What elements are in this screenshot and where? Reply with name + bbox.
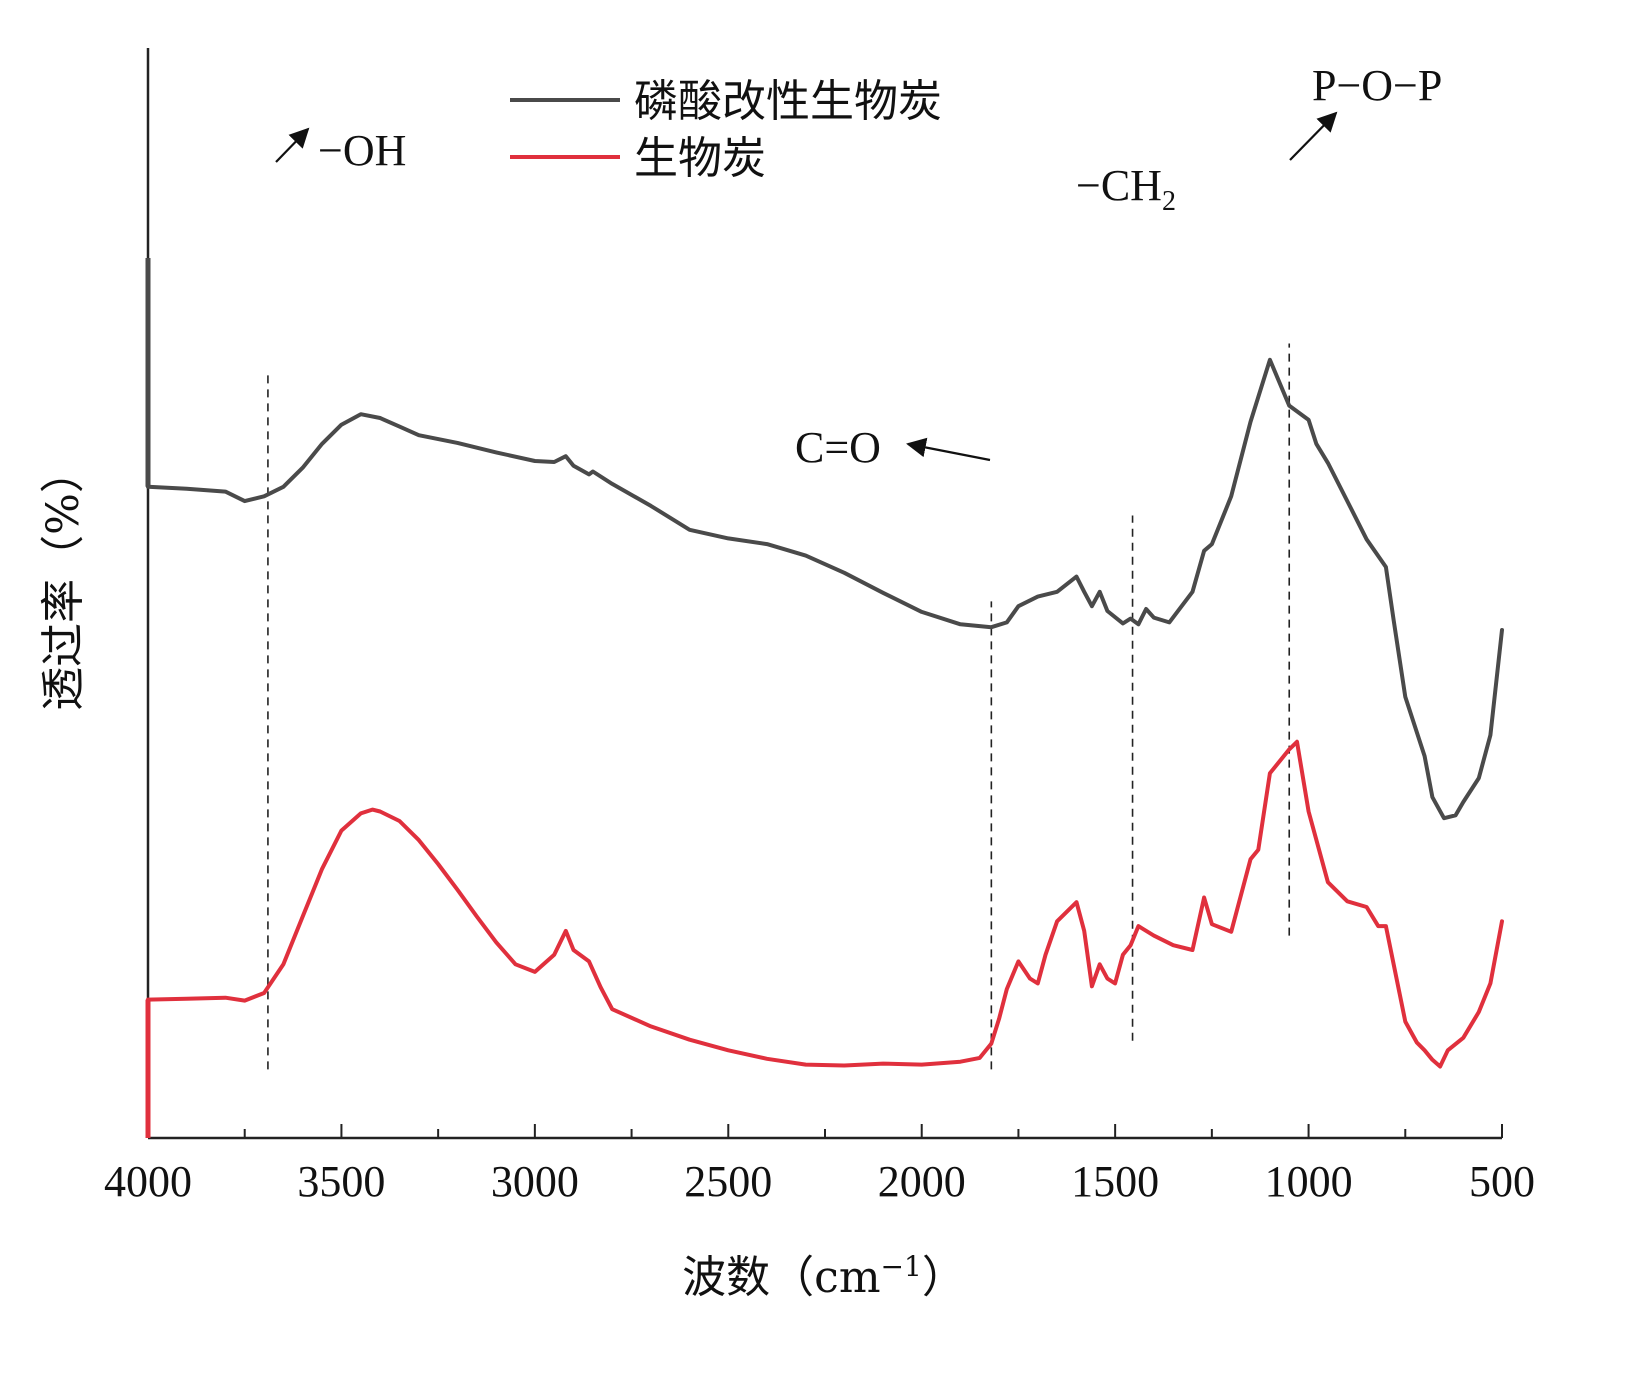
x-tick-label-2000: 2000: [878, 1157, 966, 1206]
ch2-label-subscript: 2: [1162, 186, 1176, 217]
annotations: −OH C=O −CH2 P−O−P: [275, 61, 1442, 472]
x-tick-label-1000: 1000: [1265, 1157, 1353, 1206]
x-axis-title-main: 波数（cm: [682, 1252, 880, 1303]
x-tick-label-3000: 3000: [491, 1157, 579, 1206]
co-arrow: [906, 437, 991, 462]
y-axis-title: 透过率（%）: [38, 449, 89, 711]
x-tick-label-1500: 1500: [1071, 1157, 1159, 1206]
series-line-biochar: [146, 739, 1504, 1069]
x-tick-label-4000: 4000: [104, 1157, 192, 1206]
oh-label: −OH: [318, 126, 406, 175]
series-line-modified-biochar: [146, 357, 1504, 821]
series-layer: [145, 258, 1504, 1138]
x-tick-label-500: 500: [1469, 1157, 1535, 1206]
pop-label: P−O−P: [1312, 61, 1442, 110]
x-tick-label-3500: 3500: [297, 1157, 385, 1206]
oh-arrow: [275, 127, 310, 163]
plot-area: 4000 3500 3000 2500 2000 1500 1000 500: [104, 48, 1535, 1206]
x-axis-title-close: ）: [922, 1252, 966, 1303]
co-label: C=O: [795, 423, 881, 472]
ch2-label: −CH2: [1076, 161, 1176, 217]
annotation-guides: [267, 343, 1291, 1070]
ch2-label-main: −CH: [1076, 161, 1162, 210]
pop-arrow: [1289, 111, 1338, 161]
x-axis-title: 波数（cm−1）: [682, 1250, 966, 1303]
x-axis-title-superscript: −1: [881, 1250, 922, 1283]
legend-label-modified: 磷酸改性生物炭: [634, 76, 942, 127]
legend-label-biochar: 生物炭: [634, 133, 766, 184]
x-ticks: 4000 3500 3000 2500 2000 1500 1000 500: [104, 1124, 1535, 1206]
legend: 磷酸改性生物炭 生物炭: [510, 76, 942, 184]
x-tick-label-2500: 2500: [684, 1157, 772, 1206]
